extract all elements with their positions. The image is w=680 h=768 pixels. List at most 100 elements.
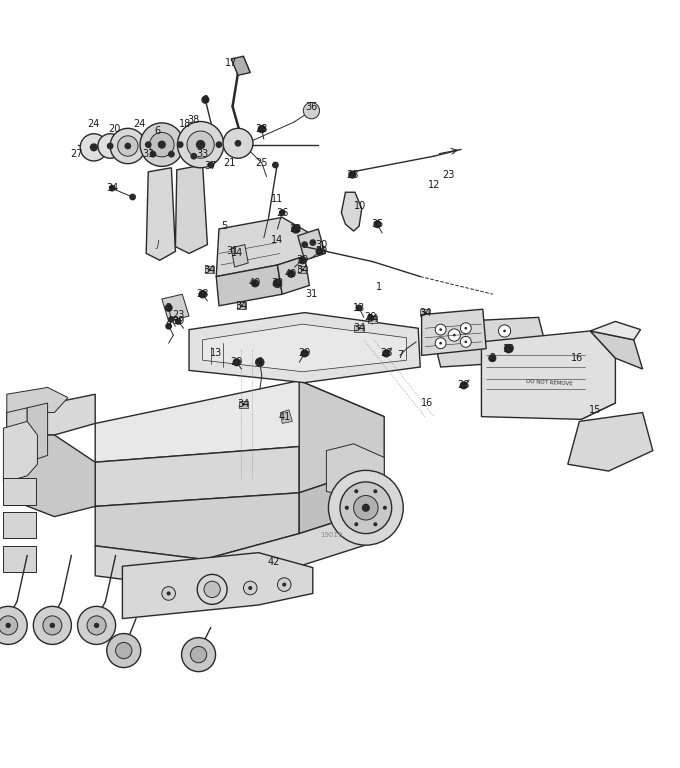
Text: 29: 29: [364, 313, 377, 323]
Polygon shape: [568, 412, 653, 471]
Circle shape: [464, 327, 467, 329]
Polygon shape: [422, 310, 486, 356]
Text: 9: 9: [202, 94, 209, 104]
Circle shape: [158, 141, 166, 149]
Text: 34: 34: [296, 265, 309, 275]
Polygon shape: [216, 217, 309, 276]
Text: 28: 28: [197, 290, 209, 300]
Circle shape: [277, 578, 291, 591]
Polygon shape: [162, 294, 189, 322]
Circle shape: [439, 342, 442, 345]
Text: 14: 14: [271, 235, 284, 245]
Circle shape: [177, 141, 184, 148]
Text: 31: 31: [305, 290, 318, 300]
Circle shape: [109, 185, 116, 191]
Text: J: J: [156, 240, 159, 249]
Circle shape: [167, 591, 171, 595]
Circle shape: [373, 489, 377, 493]
Circle shape: [98, 134, 122, 158]
Circle shape: [354, 522, 358, 526]
Circle shape: [107, 634, 141, 667]
Circle shape: [223, 128, 253, 158]
Circle shape: [503, 329, 506, 333]
Circle shape: [0, 607, 27, 644]
Circle shape: [273, 279, 282, 288]
Text: 21: 21: [224, 158, 236, 168]
Polygon shape: [239, 401, 248, 408]
Circle shape: [303, 102, 320, 119]
Circle shape: [196, 140, 205, 150]
Text: 23: 23: [443, 170, 455, 180]
Text: 36: 36: [305, 101, 318, 111]
Circle shape: [439, 328, 442, 331]
Circle shape: [187, 131, 214, 158]
Circle shape: [358, 327, 360, 329]
Circle shape: [356, 304, 362, 311]
Polygon shape: [341, 192, 362, 231]
Circle shape: [216, 141, 222, 148]
Circle shape: [168, 316, 175, 323]
Text: 22: 22: [290, 224, 302, 234]
Text: 34: 34: [367, 314, 379, 324]
Circle shape: [199, 290, 207, 298]
Polygon shape: [3, 422, 37, 482]
Text: 11: 11: [271, 194, 284, 204]
Circle shape: [43, 616, 62, 635]
Circle shape: [348, 170, 356, 179]
Text: 42: 42: [267, 557, 279, 567]
Circle shape: [50, 623, 55, 628]
Text: 28: 28: [380, 349, 392, 359]
Circle shape: [371, 318, 374, 321]
Text: 39: 39: [296, 255, 309, 265]
Circle shape: [272, 161, 279, 168]
Circle shape: [90, 144, 98, 151]
Circle shape: [282, 583, 286, 587]
Polygon shape: [175, 165, 207, 253]
Polygon shape: [231, 244, 248, 267]
Text: 33: 33: [142, 149, 154, 159]
Circle shape: [354, 495, 378, 520]
Circle shape: [207, 161, 214, 168]
Text: 28: 28: [256, 124, 268, 134]
Polygon shape: [189, 313, 420, 382]
Text: 28: 28: [458, 380, 470, 390]
Text: 38: 38: [188, 115, 200, 125]
Polygon shape: [95, 506, 384, 588]
Text: 5: 5: [221, 221, 228, 231]
Text: 25: 25: [256, 158, 268, 168]
Circle shape: [435, 338, 446, 349]
Polygon shape: [3, 511, 36, 538]
Text: 34: 34: [106, 183, 118, 194]
Polygon shape: [7, 394, 95, 435]
Text: 34: 34: [235, 301, 248, 311]
Polygon shape: [7, 387, 68, 412]
Text: 23: 23: [172, 310, 184, 319]
Text: 14: 14: [231, 248, 243, 259]
Polygon shape: [590, 331, 643, 369]
Text: 27: 27: [70, 149, 82, 159]
Polygon shape: [430, 317, 549, 367]
Circle shape: [80, 134, 107, 161]
Circle shape: [204, 581, 220, 598]
Polygon shape: [590, 322, 641, 339]
Polygon shape: [122, 553, 313, 618]
Circle shape: [373, 220, 381, 228]
Polygon shape: [368, 316, 377, 323]
Text: 15: 15: [589, 405, 601, 415]
Polygon shape: [298, 229, 325, 260]
Circle shape: [435, 324, 446, 335]
Text: 10: 10: [354, 201, 367, 211]
Text: 30: 30: [315, 240, 327, 250]
Polygon shape: [277, 257, 309, 294]
Circle shape: [504, 344, 513, 353]
Text: 34: 34: [419, 308, 431, 318]
Circle shape: [145, 141, 152, 148]
Text: 3: 3: [165, 303, 172, 313]
Text: 41: 41: [278, 412, 290, 422]
Polygon shape: [95, 446, 299, 506]
Polygon shape: [298, 266, 307, 273]
Circle shape: [118, 136, 138, 156]
Text: 31: 31: [226, 247, 239, 257]
Circle shape: [301, 349, 309, 357]
Text: 28: 28: [346, 170, 358, 180]
